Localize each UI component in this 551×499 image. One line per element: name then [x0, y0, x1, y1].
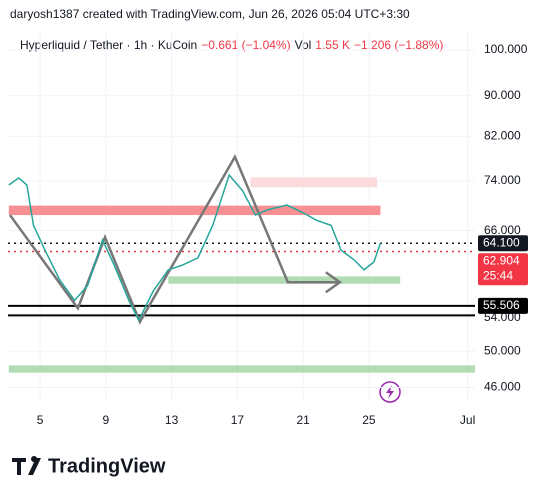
header: daryosh1387 created with TradingView.com… — [10, 7, 410, 21]
x-tick-label: 17 — [231, 413, 245, 427]
price-tag — [478, 235, 528, 252]
y-tick-label: 46.000 — [484, 380, 521, 394]
x-tick-label: 21 — [296, 413, 310, 427]
x-tick-label: Jul — [460, 413, 475, 427]
countdown: 25:44 — [483, 268, 513, 282]
brand-logo — [12, 456, 41, 475]
y-tick-label: 50.000 — [484, 343, 521, 357]
price-tag-label: 64.100 — [483, 235, 520, 249]
x-tick-label: 5 — [37, 413, 44, 427]
y-tick-label: 100.000 — [484, 42, 528, 56]
legend-symbol: Hyperliquid / Tether · 1h · KuCoin — [20, 38, 197, 52]
zone — [8, 365, 476, 373]
legend-vol-change: −1.206 (−1.88%) — [354, 38, 443, 52]
price-tag-label: 55.506 — [483, 298, 520, 312]
zone — [168, 276, 401, 284]
legend-vol: 1.55 K — [315, 38, 350, 52]
y-tick-label: 66.000 — [484, 223, 521, 237]
x-tick-label: 9 — [102, 413, 109, 427]
brand: TradingView — [48, 455, 166, 477]
zone — [8, 205, 381, 216]
y-tick-label: 74.000 — [484, 173, 521, 187]
legend-change: −0.661 (−1.04%) — [201, 38, 290, 52]
y-tick-label: 82.000 — [484, 128, 521, 142]
y-tick-label: 90.000 — [484, 88, 521, 102]
price-line — [8, 173, 382, 322]
price-tag — [478, 297, 528, 314]
drawing — [8, 154, 340, 325]
price-tag — [478, 253, 528, 286]
indicator-icon — [379, 381, 401, 403]
x-tick-label: 25 — [362, 413, 376, 427]
arrow-head — [325, 271, 342, 294]
zone — [250, 177, 378, 188]
price-tag-label: 62.904 — [483, 253, 520, 267]
x-tick-label: 13 — [165, 413, 179, 427]
legend: Hyperliquid / Tether · 1h · KuCoin −0.661… — [20, 38, 443, 52]
